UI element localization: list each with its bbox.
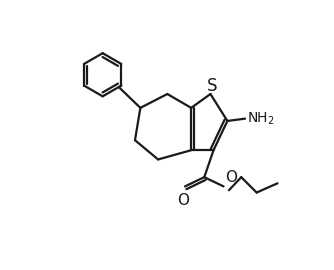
Text: S: S (207, 77, 217, 95)
Text: NH$_2$: NH$_2$ (246, 110, 274, 127)
Text: O: O (225, 170, 237, 185)
Text: O: O (177, 193, 189, 208)
